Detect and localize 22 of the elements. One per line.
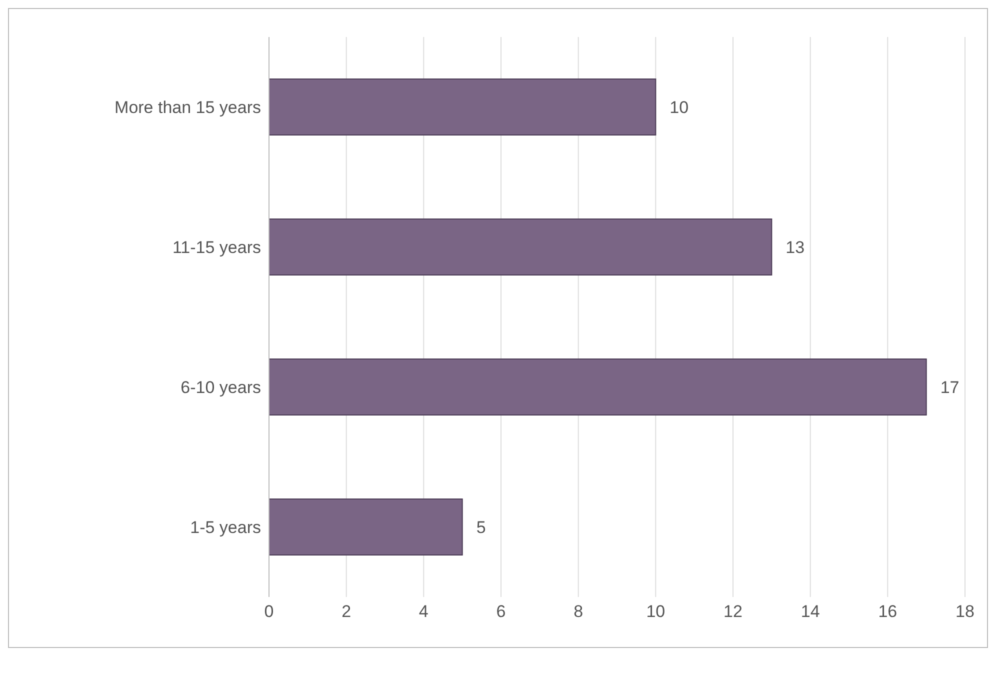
data-label: 5: [476, 518, 486, 538]
y-tick-label: More than 15 years: [114, 98, 261, 118]
bar: [269, 358, 927, 416]
y-tick-label: 6-10 years: [180, 378, 261, 398]
y-tick-label: 11-15 years: [172, 238, 261, 258]
bar: [269, 498, 463, 556]
bar: [269, 78, 656, 136]
x-tick-label: 14: [800, 602, 820, 622]
x-tick-label: 10: [646, 602, 666, 622]
x-tick-label: 12: [724, 602, 742, 622]
x-tick-label: 16: [878, 602, 898, 622]
y-tick-label: 1-5 years: [190, 518, 261, 538]
data-label: 13: [786, 238, 805, 258]
x-tick-label: 18: [956, 602, 974, 622]
data-label: 10: [670, 98, 689, 118]
x-tick-label: 6: [496, 602, 506, 622]
x-tick-label: 0: [264, 602, 274, 622]
bar: [269, 218, 772, 276]
x-tick-label: 4: [418, 602, 428, 622]
data-label: 17: [940, 378, 960, 398]
x-tick-label: 2: [342, 602, 352, 622]
x-tick-label: 8: [574, 602, 584, 622]
